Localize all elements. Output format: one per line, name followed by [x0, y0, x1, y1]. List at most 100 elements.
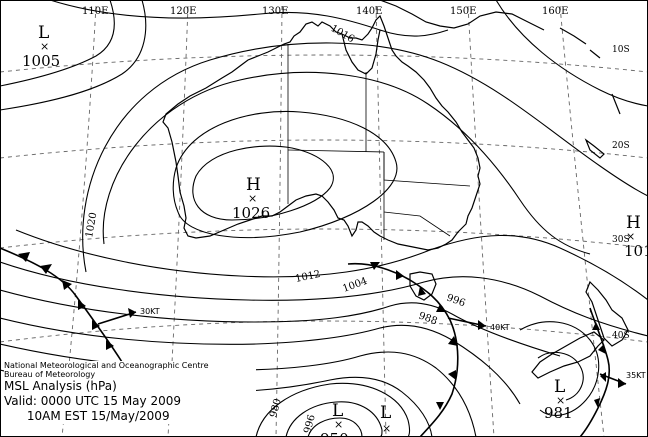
papua-new-guinea: [379, 0, 545, 31]
state-border-qld: [365, 72, 471, 187]
nz-south-island: [531, 331, 605, 379]
lon-label-140: 140E: [356, 6, 382, 17]
front-barb: [106, 340, 114, 350]
wind-label-40kt: 40KT: [490, 323, 510, 332]
front-barb: [598, 344, 606, 354]
lat-line-30s: [0, 139, 648, 159]
state-border-nt-sa: [287, 149, 385, 153]
lon-label-150: 150E: [450, 6, 476, 17]
isobar-988: [255, 382, 411, 437]
lon-label-160: 160E: [542, 6, 568, 17]
lon-line-150: [467, 5, 495, 437]
low-nw-value: 1005: [22, 52, 60, 70]
new-caledonia: [584, 138, 605, 159]
high-east-value: 1016: [624, 242, 648, 260]
lat-label-10s: 10S: [612, 45, 630, 55]
longitude-labels: 110E 120E 130E 140E 150E 160E: [82, 6, 568, 17]
lon-label-130: 130E: [262, 6, 288, 17]
agency-subname: Bureau of Meteorology: [4, 370, 96, 379]
isobar-label-988: 988: [417, 310, 439, 327]
agency-name: National Meteorological and Oceanographi…: [4, 361, 209, 370]
solomon-islands: [559, 27, 601, 59]
lon-line-160: [559, 5, 605, 437]
low-nw-symbol: L: [38, 23, 49, 43]
high-central-symbol: H: [246, 175, 261, 195]
pressure-systems: L × 1005 H × 1026 H × 1016 L × 950 L × L…: [22, 23, 648, 437]
isobar-label-996: 996: [445, 292, 467, 309]
lat-line-20s: [0, 54, 648, 73]
isobar-1016: [82, 42, 648, 273]
state-border-vic: [383, 211, 451, 237]
lon-label-120: 120E: [170, 6, 196, 17]
low-nz-value: 981: [544, 404, 573, 422]
isobar-1000: [0, 317, 521, 405]
isobar-east-1: [495, 0, 648, 107]
isobar-1026-core: [192, 145, 334, 221]
lon-line-110: [61, 5, 97, 437]
isobar-label-1012: 1012: [294, 269, 321, 285]
lat-label-20s: 20S: [612, 141, 630, 151]
front-barb: [600, 372, 606, 382]
isobar-label-980: 980: [268, 397, 284, 418]
high-east-center: ×: [626, 230, 635, 243]
valid-time: Valid: 0000 UTC 15 May 2009: [4, 394, 181, 408]
isobar-1016-north: [49, 0, 449, 37]
isobar-1024: [172, 110, 398, 239]
front-barb: [370, 262, 380, 270]
cold-front-west: [0, 247, 123, 363]
isobar-label-1020: 1020: [84, 212, 99, 239]
front-barb: [418, 286, 426, 296]
lat-label-30s: 30S: [612, 235, 630, 245]
front-barb: [92, 320, 100, 330]
front-barb: [78, 300, 86, 310]
front-barb: [436, 402, 444, 410]
front-barb: [436, 304, 446, 312]
isobar-970: [307, 417, 363, 437]
front-barb: [448, 370, 456, 380]
lon-line-130: [275, 5, 283, 437]
low-south-symbol: L: [332, 401, 343, 421]
lat-line-40s: [0, 228, 648, 249]
lat-label-40s: 40S: [612, 331, 630, 341]
high-central-center: ×: [248, 192, 257, 205]
isobar-980: [285, 401, 383, 437]
graticule: [0, 5, 648, 437]
isobar-1008: [0, 261, 648, 337]
lon-line-140: [375, 5, 387, 437]
isobar-1004: [0, 289, 561, 357]
latitude-labels: 10S 20S 30S 40S: [612, 45, 630, 341]
arrow-head: [128, 308, 136, 318]
low-south2-symbol: L: [380, 403, 391, 423]
front-barb: [40, 264, 52, 274]
isobar-1012: [15, 229, 648, 301]
map-caption: National Meteorological and Oceanographi…: [4, 361, 256, 424]
lon-line-120: [167, 5, 189, 437]
low-nw-center: ×: [40, 40, 49, 53]
australia-coastline: [162, 14, 481, 251]
lon-label-110: 110E: [82, 6, 108, 17]
front-barb: [18, 252, 30, 262]
low-south-value: 950: [320, 430, 349, 437]
front-barb: [592, 322, 600, 330]
vanuatu: [611, 93, 621, 115]
nz-north-island: [585, 280, 629, 347]
front-barb: [448, 336, 458, 346]
arrow-head: [618, 378, 626, 388]
low-nz-center: ×: [556, 394, 565, 407]
cold-fronts: [0, 247, 611, 437]
front-barb: [62, 280, 72, 290]
isobar-1020: [102, 71, 591, 255]
lat-line-50s: [0, 320, 648, 343]
isobar-nz-2: [537, 351, 584, 401]
local-time: 10AM EST 15/May/2009: [4, 409, 170, 423]
isobar-label-1004: 1004: [341, 276, 369, 295]
front-barb: [594, 398, 600, 408]
isobar-nz-1: [519, 321, 600, 416]
front-barb: [396, 270, 404, 280]
isobar-nw-low-2: [0, 0, 147, 111]
cold-front-tasman: [347, 262, 459, 437]
chart-title: MSL Analysis (hPa): [4, 379, 117, 393]
isobar-label-1016: 1016: [329, 23, 357, 45]
